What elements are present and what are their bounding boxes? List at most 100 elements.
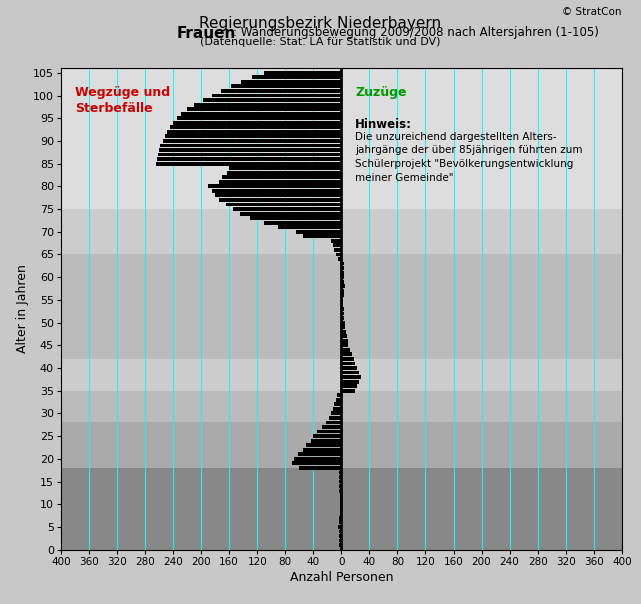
Bar [226,202,341,207]
Bar [336,398,341,402]
Bar [322,425,341,429]
Bar [333,407,341,411]
Bar [264,71,341,75]
Bar [61,254,622,359]
Bar [341,348,350,352]
Bar [339,539,341,542]
Bar [341,321,345,324]
Text: (Datenquelle: Stat. LA für Statistik und DV): (Datenquelle: Stat. LA für Statistik und… [200,37,441,48]
Bar [339,480,341,483]
X-axis label: Anzahl Personen: Anzahl Personen [290,571,393,583]
Bar [227,171,341,175]
Bar [341,357,354,361]
Bar [341,325,345,329]
Bar [159,148,341,152]
Text: Hinweis:: Hinweis: [355,118,412,131]
Bar [163,139,341,143]
Bar [341,389,355,393]
Bar [299,466,341,470]
Bar [341,266,344,270]
Bar [341,339,347,342]
Bar [339,543,341,547]
Bar [339,521,341,524]
Bar [61,359,622,391]
Bar [340,503,341,506]
Bar [61,422,622,468]
Bar [61,209,622,254]
Bar [61,391,622,422]
Text: Wegzüge und
Sterbefälle: Wegzüge und Sterbefälle [75,86,170,115]
Bar [298,452,341,456]
Bar [341,371,359,374]
Bar [331,239,341,243]
Bar [215,193,341,198]
Bar [340,498,341,501]
Bar [339,530,341,533]
Bar [311,439,341,443]
Bar [341,289,344,293]
Bar [341,280,344,284]
Bar [219,180,341,184]
Text: Frauen: Frauen [176,26,236,41]
Bar [240,211,341,216]
Bar [341,362,355,365]
Bar [158,153,341,156]
Bar [339,484,341,488]
Bar [335,248,341,252]
Bar [306,443,341,447]
Bar [341,294,344,297]
Bar [212,189,341,193]
Bar [341,303,344,306]
Bar [241,80,341,84]
Bar [313,434,341,438]
Bar [221,89,341,93]
Bar [337,393,341,397]
Bar [341,343,348,347]
Bar [251,76,341,79]
Bar [339,516,341,520]
Bar [341,262,344,266]
Bar [208,184,341,188]
Bar [340,493,341,497]
Bar [335,402,341,406]
Bar [303,448,341,452]
Bar [233,207,341,211]
Bar [341,375,361,379]
Bar [222,175,341,179]
Text: Die unzureichend dargestellten Alters-
jahrgänge der über 85jährigen führten zum: Die unzureichend dargestellten Alters- j… [355,132,583,182]
Bar [317,429,341,434]
Bar [333,243,341,247]
Bar [264,220,341,225]
Text: Regierungsbezirk Niederbayern: Regierungsbezirk Niederbayern [199,16,442,31]
Bar [250,216,341,220]
Bar [212,94,341,97]
Bar [194,103,341,106]
Bar [294,457,341,461]
Bar [341,298,344,302]
Text: Zuzüge: Zuzüge [355,86,407,100]
Bar [231,85,341,88]
Bar [61,468,622,550]
Bar [187,107,341,111]
Bar [173,121,341,124]
Bar [170,126,341,129]
Bar [156,162,341,165]
Bar [176,117,341,120]
Bar [340,507,341,511]
Bar [340,512,341,515]
Bar [341,307,344,311]
Bar [338,525,341,529]
Bar [203,98,341,102]
Bar [278,225,341,229]
Bar [329,416,341,420]
Bar [338,257,341,261]
Bar [339,475,341,479]
Bar [341,380,359,384]
Bar [341,334,347,338]
Bar [167,130,341,133]
Bar [61,68,622,209]
Bar [157,157,341,161]
Text: : Wanderungsbewegung 2009/2008 nach Altersjahren (1-105): : Wanderungsbewegung 2009/2008 nach Alte… [233,26,599,39]
Bar [331,411,341,416]
Bar [341,284,345,288]
